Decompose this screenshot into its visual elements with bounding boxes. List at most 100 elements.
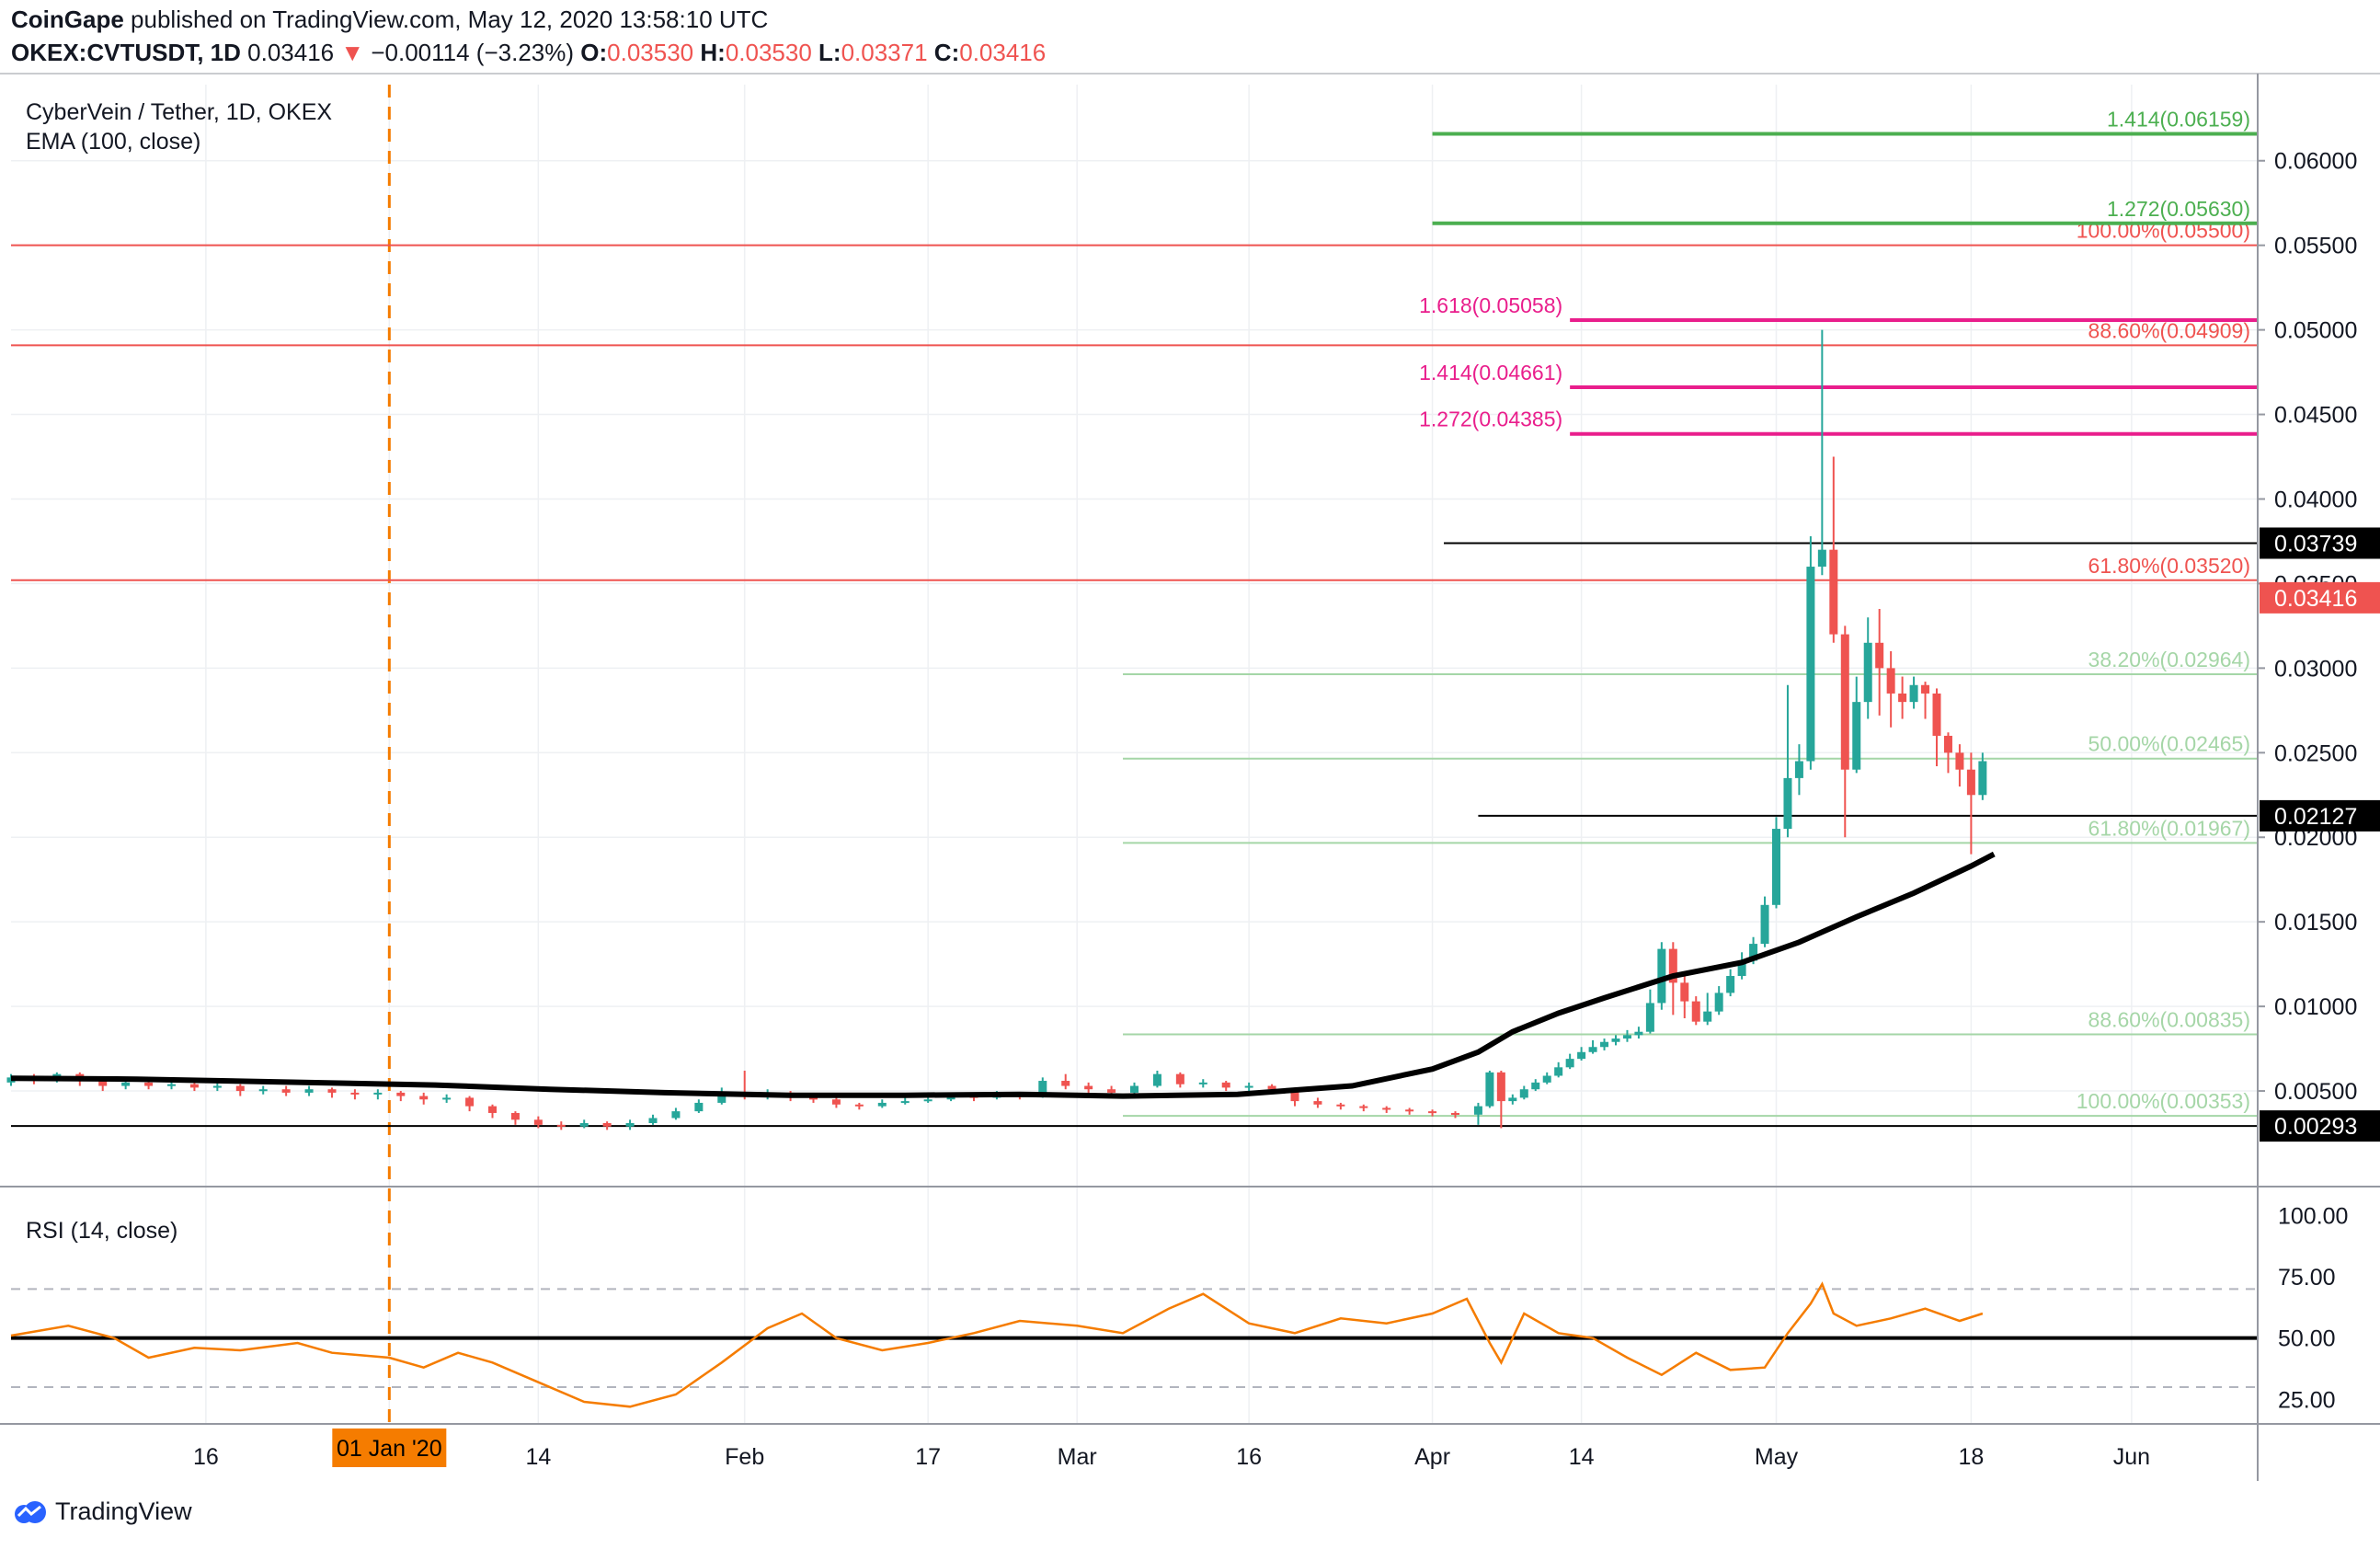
level-label: 1.272(0.04385) [1419, 407, 1562, 431]
level-label: 1.272(0.05630) [2107, 197, 2250, 221]
published-text: published on TradingView.com, May 12, 20… [131, 6, 769, 33]
candle-body [694, 1102, 704, 1112]
open-value: 0.03530 [607, 39, 694, 66]
candle-body [510, 1112, 520, 1120]
candle-body [212, 1085, 222, 1088]
candle-body [1244, 1085, 1253, 1088]
candle-body [144, 1082, 154, 1086]
candle-body [1382, 1107, 1391, 1110]
symbol-label[interactable]: OKEX:CVTUSDT, 1D [11, 39, 241, 66]
candle-body [419, 1096, 429, 1100]
high-value: 0.03530 [725, 39, 812, 66]
candle-body [1829, 549, 1838, 635]
candle-body [1336, 1104, 1345, 1107]
candle-body [1313, 1101, 1322, 1105]
price-tick-label: 0.04500 [2274, 403, 2357, 429]
rsi-line [10, 1281, 1984, 1408]
time-tick-label: Apr [1414, 1444, 1450, 1470]
high-label: H: [700, 39, 726, 66]
price-tick-label: 0.04000 [2274, 487, 2357, 512]
rsi-tick-label: 50.00 [2278, 1326, 2336, 1352]
candle-body [1875, 642, 1884, 669]
price-tag [2260, 527, 2380, 559]
legend-rsi: RSI (14, close) [26, 1218, 177, 1244]
candle-body [1554, 1067, 1563, 1076]
candle-body [465, 1097, 475, 1107]
candle-body [1978, 761, 1987, 796]
candle-body [1794, 761, 1803, 778]
price-chart[interactable]: 100.00%(0.05500)88.60%(0.04909)61.80%(0.… [0, 0, 2380, 1490]
candle-body [1772, 829, 1780, 905]
candle-body [1898, 693, 1907, 703]
candle-body [1955, 752, 1964, 770]
candle-body [1519, 1089, 1528, 1098]
candle-body [1921, 684, 1930, 694]
candle-body [1840, 634, 1849, 770]
candle-body [717, 1092, 727, 1103]
candle-body [1806, 567, 1815, 762]
axis-labels: 0.005000.010000.015000.020000.025000.030… [193, 149, 2380, 1470]
candle-body [1359, 1106, 1368, 1108]
level-label: 50.00%(0.02465) [2088, 732, 2250, 756]
candle-body [854, 1104, 864, 1107]
candle-body [602, 1122, 612, 1127]
last-price: 0.03416 [247, 39, 335, 66]
level-label: 1.414(0.06159) [2107, 108, 2250, 132]
candle-body [1611, 1038, 1620, 1042]
tradingview-cloud-icon [15, 1500, 46, 1523]
candle-body [281, 1089, 291, 1093]
publisher-name[interactable]: CoinGape [11, 6, 124, 33]
price-tick-label: 0.01500 [2274, 910, 2357, 935]
candle-body [258, 1089, 268, 1092]
candle-body [946, 1096, 955, 1100]
candle-body [1508, 1097, 1517, 1102]
candle-body [1691, 1001, 1700, 1022]
candle-body [1680, 982, 1689, 1002]
candle-body [877, 1102, 887, 1107]
rsi-pane [10, 1281, 2258, 1408]
low-label: L: [818, 39, 841, 66]
price-tag-label: 0.03739 [2274, 531, 2357, 556]
price-tag [2260, 581, 2380, 614]
candle-body [1405, 1109, 1414, 1112]
candle-body [1760, 904, 1769, 945]
candle-body [1966, 769, 1975, 796]
low-value: 0.03371 [841, 39, 928, 66]
candle-body [1588, 1047, 1597, 1052]
down-arrow-icon: ▼ [340, 39, 365, 66]
candle-body [350, 1092, 360, 1095]
candle-body [442, 1097, 452, 1100]
candle-body [327, 1089, 337, 1093]
time-tick-label: 18 [1958, 1444, 1984, 1470]
candle-body [1852, 702, 1861, 770]
candle-body [1749, 944, 1758, 961]
candle-body [1198, 1082, 1207, 1084]
publish-line: CoinGape published on TradingView.com, M… [11, 6, 768, 34]
price-tick-label: 0.06000 [2274, 149, 2357, 175]
candle-body [1703, 1011, 1712, 1022]
axes [0, 73, 2380, 1481]
candle-body [121, 1082, 131, 1086]
tradingview-brand: TradingView [55, 1497, 192, 1525]
level-label: 88.60%(0.04909) [2088, 318, 2250, 342]
candle-body [1542, 1075, 1551, 1083]
candle-body [1634, 1031, 1643, 1036]
fib-levels: 100.00%(0.05500)88.60%(0.04909)61.80%(0.… [11, 108, 2258, 1128]
candle-body [809, 1097, 818, 1100]
candle-body [1496, 1072, 1505, 1102]
legend-title: CyberVein / Tether, 1D, OKEX [26, 99, 332, 125]
date-marker-tag [332, 1429, 447, 1467]
tradingview-logo[interactable]: TradingView [11, 1497, 192, 1526]
candle-body [1451, 1112, 1459, 1115]
ema-line [10, 851, 1996, 1099]
price-change: −0.00114 (−3.23%) [371, 39, 575, 66]
time-tick-label: May [1755, 1444, 1799, 1470]
candle-body [1600, 1041, 1609, 1048]
candle-body [1886, 668, 1895, 694]
candle-body [648, 1118, 658, 1123]
candle-body [1473, 1106, 1482, 1115]
price-tag-label: 0.02127 [2274, 804, 2357, 830]
candle-body [1531, 1082, 1540, 1090]
price-tick-label: 0.00500 [2274, 1079, 2357, 1105]
price-tick-label: 0.05000 [2274, 318, 2357, 344]
